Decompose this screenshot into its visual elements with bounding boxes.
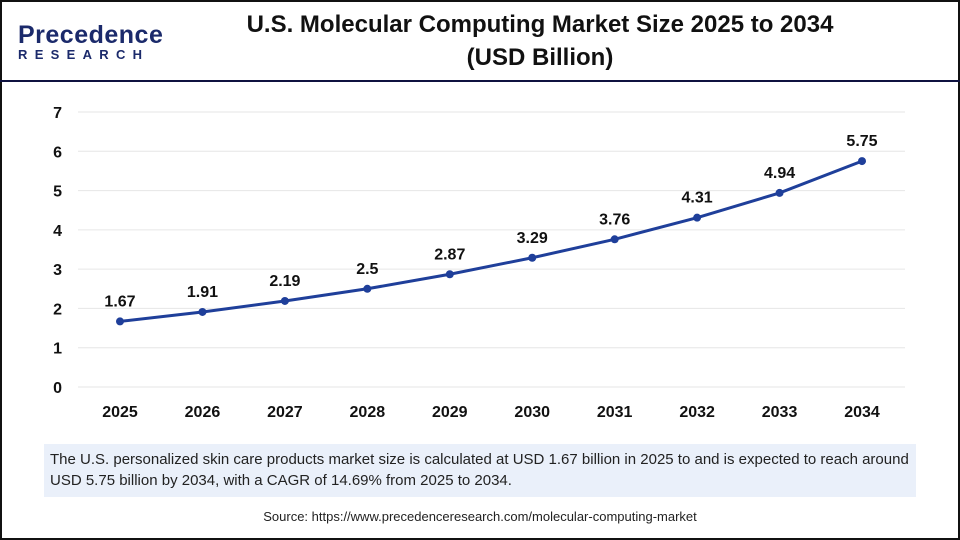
data-label: 2.87	[434, 246, 465, 263]
x-tick-label: 2027	[267, 404, 303, 421]
y-tick-label: 2	[53, 301, 62, 318]
data-point	[693, 213, 702, 222]
y-tick-label: 3	[53, 262, 62, 279]
y-tick-label: 5	[53, 184, 62, 201]
data-point	[445, 270, 454, 279]
data-point	[528, 253, 537, 262]
header-divider	[0, 80, 960, 82]
data-point	[610, 235, 619, 244]
data-point	[775, 188, 784, 197]
x-tick-label: 2026	[185, 404, 221, 421]
logo: Precedence RESEARCH	[18, 22, 163, 62]
y-tick-label: 1	[53, 341, 62, 358]
y-tick-label: 4	[53, 223, 62, 240]
line-chart: 0 1 2 3 4 5 6 7 2025 2026 2027 2028 2029 2030 2031 2032…	[53, 105, 905, 421]
data-label: 3.29	[517, 230, 548, 247]
chart-title: U.S. Molecular Computing Market Size 202…	[200, 8, 880, 74]
x-tick-label: 2033	[762, 404, 798, 421]
y-tick-label: 7	[53, 105, 62, 122]
title-line-1: U.S. Molecular Computing Market Size 202…	[246, 11, 834, 38]
x-tick-label: 2030	[514, 404, 550, 421]
data-point	[363, 284, 372, 293]
data-point	[858, 157, 866, 166]
logo-subtitle: RESEARCH	[18, 47, 150, 62]
data-label: 1.67	[104, 293, 135, 310]
data-point	[116, 317, 124, 326]
description-box: The U.S. personalized skin care products…	[44, 444, 916, 497]
y-tick-label: 6	[53, 144, 62, 161]
x-tick-label: 2034	[844, 404, 880, 421]
x-tick-label: 2031	[597, 404, 633, 421]
source-text: Source: https://www.precedenceresearch.c…	[263, 509, 697, 524]
x-tick-label: 2028	[350, 404, 386, 421]
data-point	[280, 296, 289, 305]
x-tick-label: 2025	[102, 404, 138, 421]
data-label: 2.19	[269, 273, 300, 290]
y-tick-label: 0	[53, 380, 62, 397]
data-label: 2.5	[356, 261, 378, 278]
x-tick-label: 2032	[679, 404, 715, 421]
x-tick-label: 2029	[432, 404, 468, 421]
title-line-2: (USD Billion)	[466, 44, 614, 71]
data-point	[198, 307, 207, 316]
data-label: 3.76	[599, 211, 630, 228]
logo-wordmark: Precedence	[18, 21, 164, 49]
data-label: 4.94	[764, 165, 795, 182]
series-line	[119, 159, 863, 323]
data-label: 1.91	[187, 284, 218, 301]
data-label: 4.31	[682, 190, 713, 207]
data-label: 5.75	[846, 133, 877, 150]
